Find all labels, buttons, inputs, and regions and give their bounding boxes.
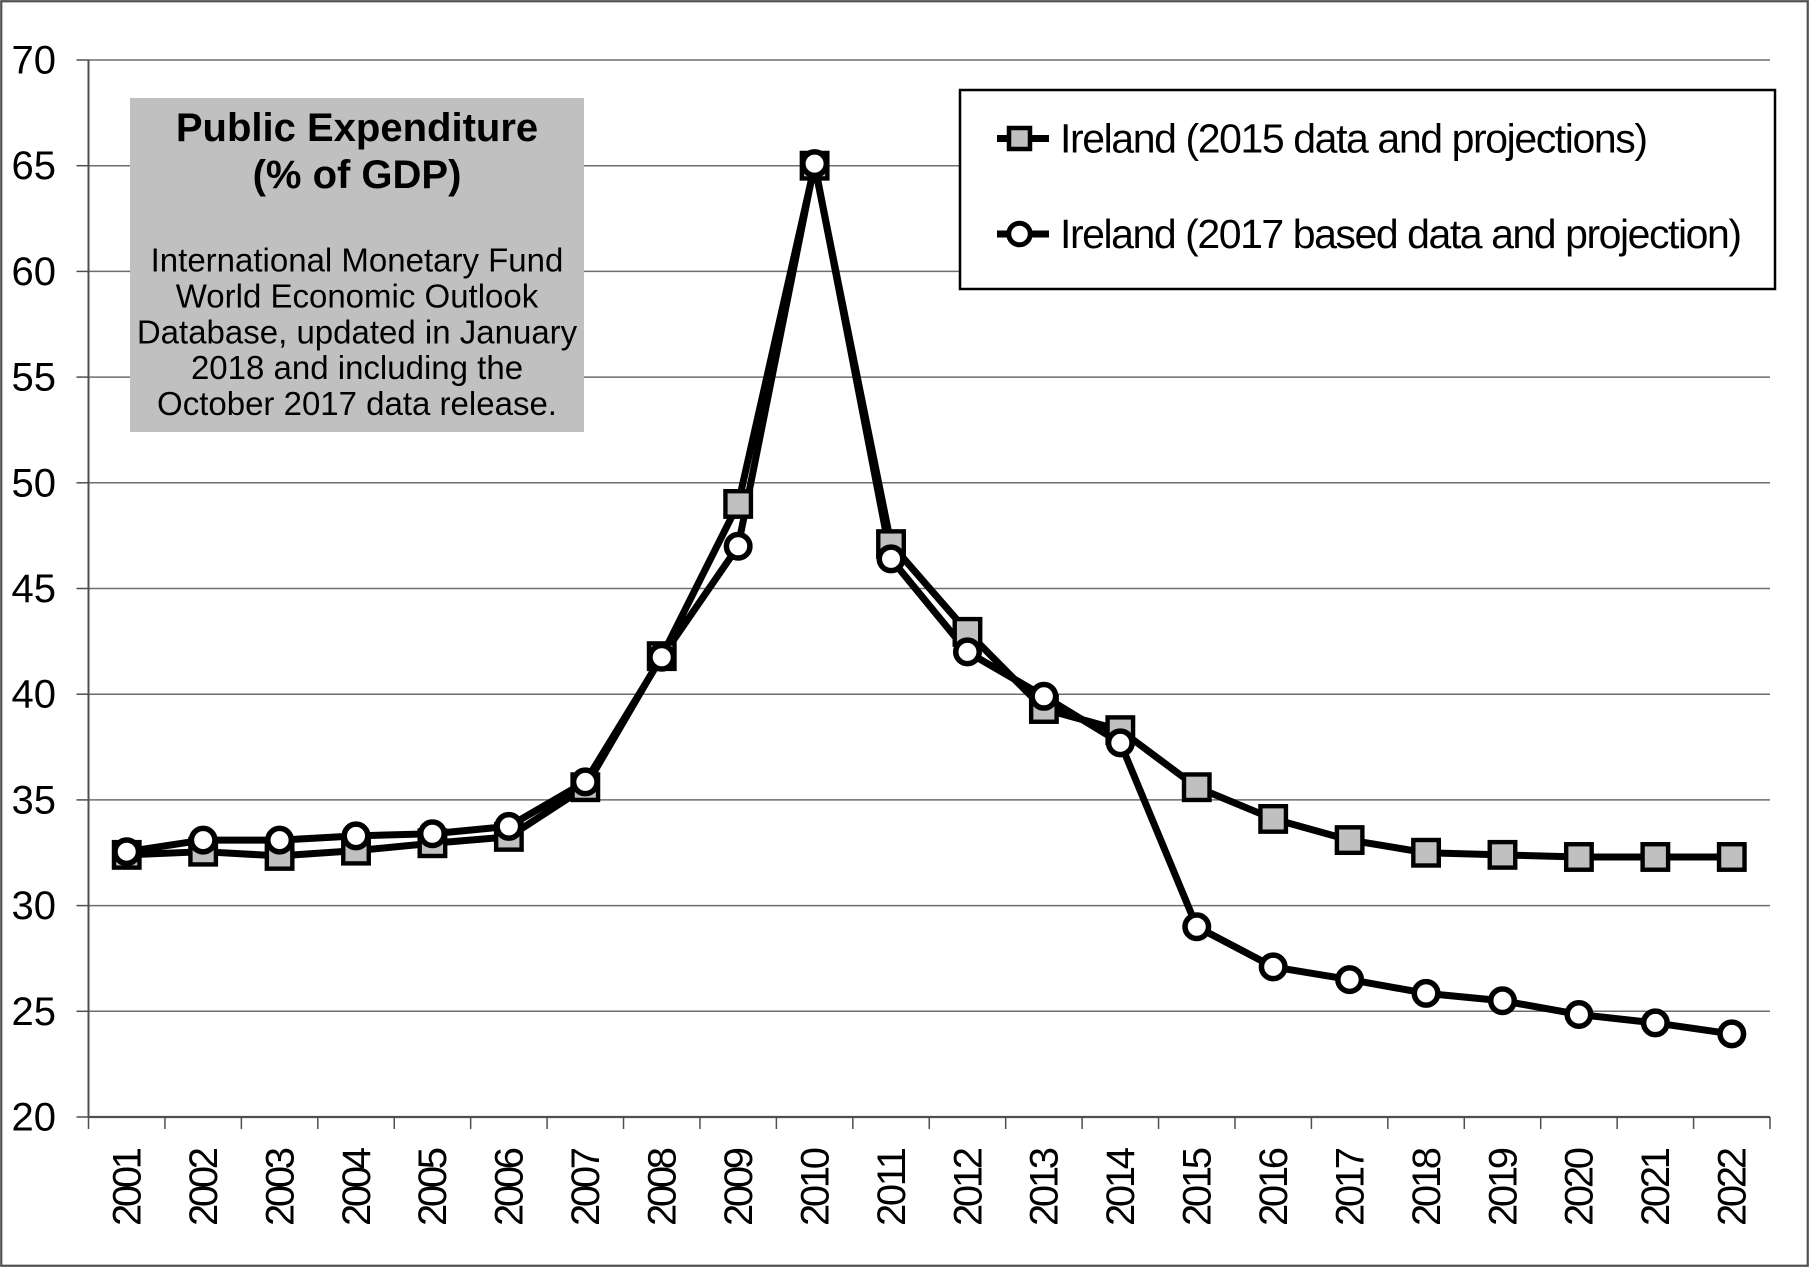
svg-text:70: 70 xyxy=(12,39,57,83)
svg-text:2019: 2019 xyxy=(1481,1147,1525,1226)
svg-text:60: 60 xyxy=(12,250,57,294)
svg-text:2022: 2022 xyxy=(1711,1147,1755,1226)
svg-text:40: 40 xyxy=(12,673,57,717)
svg-text:2007: 2007 xyxy=(564,1147,608,1226)
svg-text:2017: 2017 xyxy=(1328,1147,1372,1226)
svg-text:2003: 2003 xyxy=(258,1147,302,1226)
svg-text:2016: 2016 xyxy=(1252,1147,1296,1226)
svg-text:55: 55 xyxy=(12,356,57,400)
svg-text:Public Expenditure: Public Expenditure xyxy=(176,106,538,150)
svg-text:2002: 2002 xyxy=(182,1147,226,1226)
svg-text:World Economic Outlook: World Economic Outlook xyxy=(176,277,539,314)
svg-text:Ireland (2015 data and project: Ireland (2015 data and projections) xyxy=(1060,116,1648,162)
svg-text:2011: 2011 xyxy=(870,1147,914,1226)
svg-text:30: 30 xyxy=(12,884,57,928)
svg-text:2010: 2010 xyxy=(793,1147,837,1226)
svg-text:2021: 2021 xyxy=(1634,1147,1678,1226)
svg-text:2014: 2014 xyxy=(1099,1147,1143,1226)
svg-text:International Monetary Fund: International Monetary Fund xyxy=(151,242,564,279)
svg-text:65: 65 xyxy=(12,144,57,188)
svg-text:Ireland (2017 based data and p: Ireland (2017 based data and projection) xyxy=(1060,211,1742,257)
svg-text:2012: 2012 xyxy=(946,1147,990,1226)
svg-text:25: 25 xyxy=(12,990,57,1034)
svg-text:2008: 2008 xyxy=(641,1147,685,1226)
svg-text:45: 45 xyxy=(12,567,57,611)
svg-text:2001: 2001 xyxy=(106,1147,150,1226)
svg-text:2018 and including the: 2018 and including the xyxy=(191,349,523,386)
svg-text:(% of GDP): (% of GDP) xyxy=(253,153,462,197)
svg-text:2009: 2009 xyxy=(717,1147,761,1226)
svg-text:2006: 2006 xyxy=(488,1147,532,1226)
svg-text:Database, updated in January: Database, updated in January xyxy=(137,313,578,350)
svg-text:2015: 2015 xyxy=(1176,1147,1220,1226)
svg-text:October 2017 data release.: October 2017 data release. xyxy=(157,385,557,422)
svg-text:2005: 2005 xyxy=(411,1147,455,1226)
svg-text:2020: 2020 xyxy=(1558,1147,1602,1226)
svg-text:35: 35 xyxy=(12,778,57,822)
svg-text:50: 50 xyxy=(12,461,57,505)
svg-text:2013: 2013 xyxy=(1023,1147,1067,1226)
svg-text:20: 20 xyxy=(12,1096,57,1140)
svg-text:2004: 2004 xyxy=(335,1147,379,1226)
svg-text:2018: 2018 xyxy=(1405,1147,1449,1226)
